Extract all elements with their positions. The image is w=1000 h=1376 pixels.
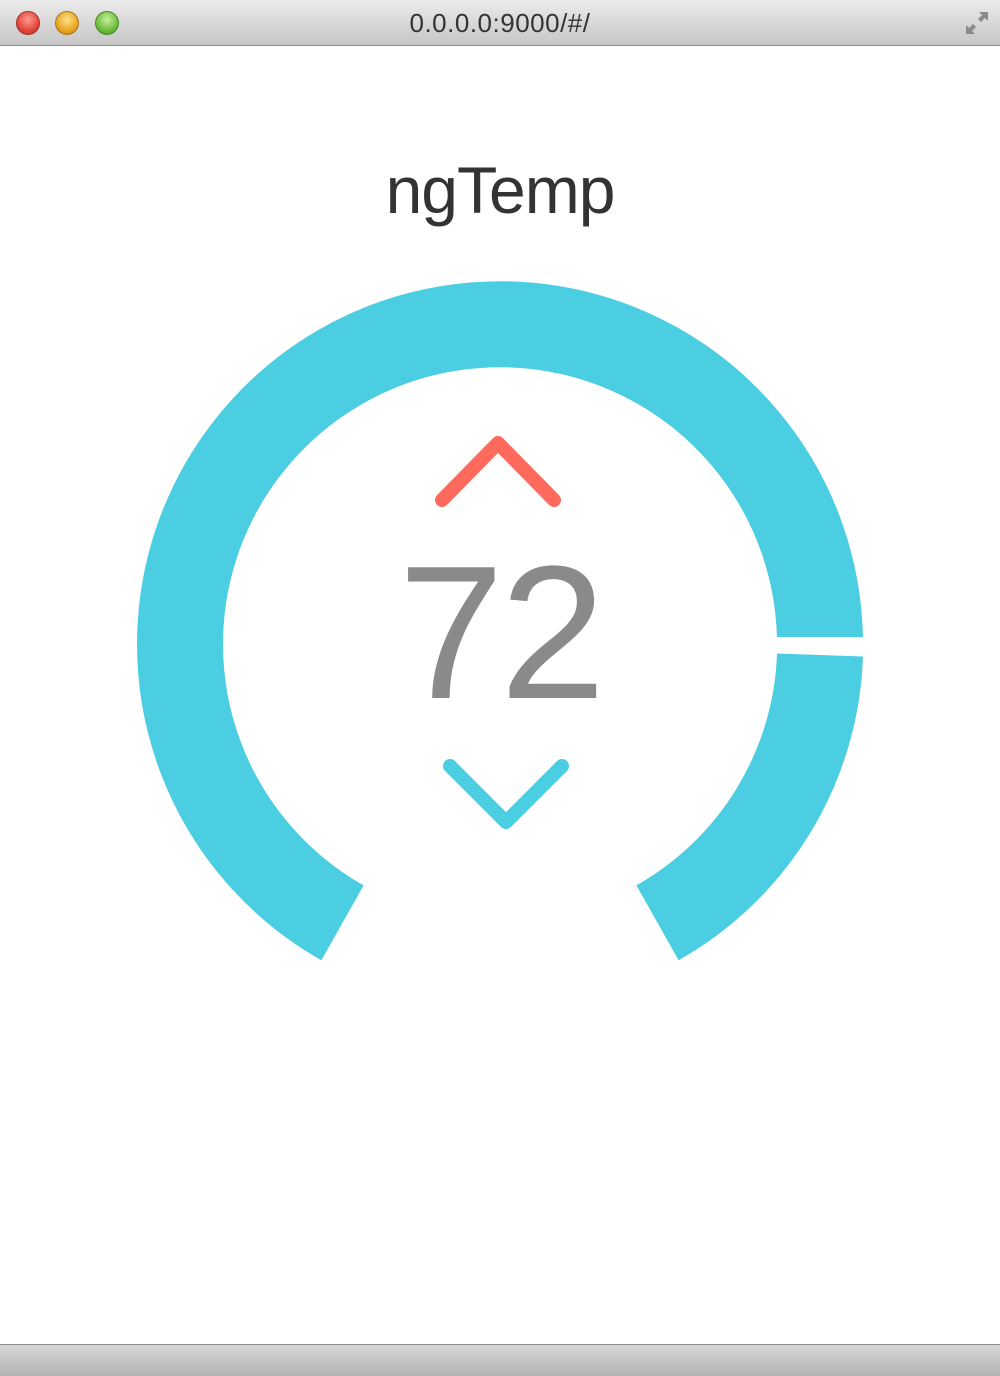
dial-ring-lower: [635, 652, 863, 961]
dial-gap-marker: [770, 637, 870, 653]
chevron-up-icon: [435, 436, 561, 507]
decrease-temperature-button[interactable]: [438, 752, 578, 837]
zoom-window-button[interactable]: [95, 11, 119, 35]
increase-temperature-button[interactable]: [430, 430, 570, 515]
app-title: ngTemp: [385, 153, 616, 227]
minimize-window-button[interactable]: [55, 11, 79, 35]
title-bar: 0.0.0.0:9000/#/: [0, 0, 1000, 46]
window-url: 0.0.0.0:9000/#/: [409, 8, 591, 38]
fullscreen-icon[interactable]: [962, 8, 992, 38]
temperature-value: 72: [398, 527, 605, 739]
dial-ring-upper: [137, 281, 864, 961]
chevron-down-icon: [443, 759, 569, 829]
close-window-button[interactable]: [16, 11, 40, 35]
window-bottom-bar: [0, 1344, 1000, 1376]
